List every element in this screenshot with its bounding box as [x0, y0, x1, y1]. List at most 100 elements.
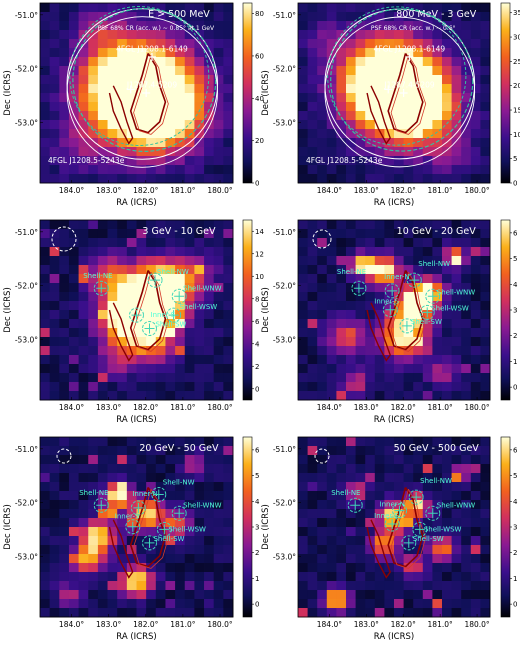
heatmap-cell: [451, 590, 462, 600]
heatmap-cell: [126, 3, 137, 13]
heatmap-cell: [126, 30, 137, 40]
heatmap-cell: [413, 156, 424, 166]
heatmap-cell: [307, 473, 318, 483]
heatmap-cell: [68, 482, 79, 492]
heatmap-cell: [126, 256, 137, 266]
heatmap-cell: [317, 84, 328, 94]
heatmap-cell: [451, 364, 462, 374]
heatmap-cell: [184, 455, 195, 465]
colorbar-tick-label: 1: [513, 358, 517, 366]
heatmap-cell: [307, 446, 318, 456]
heatmap-cell: [97, 590, 108, 600]
heatmap-cell: [317, 545, 328, 555]
heatmap-cell: [165, 319, 176, 329]
heatmap-cell: [107, 84, 118, 94]
heatmap-cell: [88, 554, 99, 564]
heatmap-cell: [68, 138, 79, 148]
heatmap-cell: [336, 301, 347, 311]
heatmap-cell: [317, 364, 328, 374]
heatmap-cell: [88, 283, 99, 293]
heatmap-cell: [59, 599, 70, 609]
heatmap-cell: [326, 355, 337, 365]
heatmap-cell: [394, 220, 404, 230]
heatmap-cell: [442, 147, 452, 157]
heatmap-cell: [413, 491, 424, 501]
heatmap-cell: [355, 455, 366, 465]
heatmap-cell: [117, 129, 128, 139]
heatmap-cell: [461, 355, 472, 365]
heatmap-cell: [336, 75, 347, 85]
region-label: Shell-WSW: [168, 525, 206, 533]
heatmap-cell: [59, 364, 70, 374]
heatmap-cell: [117, 220, 128, 230]
heatmap-cell: [213, 590, 224, 600]
heatmap-cell: [213, 247, 224, 257]
heatmap-cell: [480, 283, 491, 293]
heatmap-cell: [204, 111, 215, 121]
heatmap-cell: [223, 590, 234, 600]
heatmap-cell: [117, 301, 128, 311]
heatmap-cell: [78, 220, 89, 230]
heatmap-cell: [432, 66, 443, 76]
heatmap-cell: [117, 310, 128, 320]
region-marker: [422, 307, 433, 318]
heatmap-cell: [317, 283, 328, 293]
heatmap-cell: [88, 464, 99, 474]
y-axis-label: Dec (ICRS): [261, 70, 271, 116]
heatmap-cell: [213, 120, 224, 130]
heatmap-cell: [470, 174, 481, 184]
heatmap-cell: [326, 391, 337, 401]
heatmap-cell: [326, 21, 337, 31]
heatmap-cell: [336, 39, 347, 49]
heatmap-cell: [365, 500, 376, 510]
heatmap-cell: [384, 608, 395, 618]
heatmap-cell: [184, 310, 195, 320]
heatmap-cell: [317, 599, 328, 609]
heatmap-cell: [470, 111, 481, 121]
heatmap-cell: [68, 265, 79, 275]
heatmap-cell: [480, 39, 491, 49]
heatmap-cell: [49, 446, 60, 456]
heatmap-cell: [97, 39, 108, 49]
region-marker: [150, 275, 161, 286]
heatmap-cell: [136, 554, 147, 564]
heatmap-cell: [317, 446, 328, 456]
heatmap-cell: [451, 238, 462, 248]
heatmap-cell: [451, 156, 462, 166]
heatmap-cell: [384, 364, 395, 374]
heatmap-cell: [336, 373, 347, 383]
heatmap-cell: [146, 238, 157, 248]
heatmap-cell: [146, 527, 157, 537]
heatmap-cell: [336, 491, 347, 501]
heatmap-cell: [355, 256, 366, 266]
heatmap-cell: [155, 21, 166, 31]
heatmap-cell: [184, 545, 195, 555]
heatmap-cell: [204, 84, 215, 94]
heatmap-cell: [336, 509, 347, 519]
heatmap-cell: [165, 30, 176, 40]
heatmap-cell: [384, 554, 395, 564]
heatmap-cell: [317, 220, 328, 230]
heatmap-cell: [78, 84, 89, 94]
heatmap-cell: [442, 129, 452, 139]
heatmap-cell: [146, 30, 157, 40]
heatmap-cell: [213, 328, 224, 338]
heatmap-cell: [107, 229, 118, 239]
heatmap-cell: [480, 464, 491, 474]
heatmap-cell: [307, 464, 318, 474]
region-circle: [384, 283, 400, 299]
heatmap-cell: [403, 165, 414, 175]
heatmap-cell: [204, 473, 215, 483]
contour-line: [108, 519, 134, 579]
heatmap-cell: [346, 48, 356, 58]
heatmap-cell: [49, 310, 60, 320]
heatmap-cell: [68, 310, 79, 320]
x-tick-label: 182.0°: [391, 620, 416, 629]
heatmap-cell: [146, 608, 157, 618]
heatmap-cell: [326, 147, 337, 157]
x-tick-label: 181.0°: [428, 620, 453, 629]
heatmap-cell: [480, 509, 491, 519]
contour-line: [387, 269, 424, 351]
y-tick-label: -52.0°: [15, 65, 38, 74]
heatmap-cell: [213, 220, 224, 230]
